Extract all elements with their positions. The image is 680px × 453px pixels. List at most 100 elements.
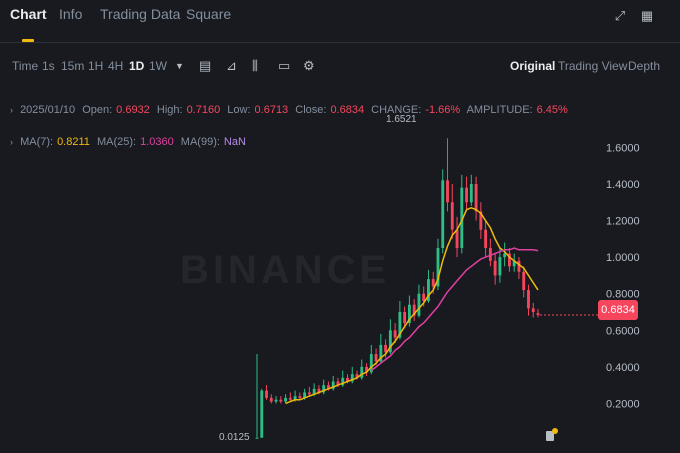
amplitude-label: AMPLITUDE:	[466, 104, 533, 116]
indicator-icon[interactable]: ⊿	[226, 58, 237, 73]
ma-chevron-icon[interactable]: ›	[10, 137, 13, 147]
view-trading-view[interactable]: Trading View	[558, 59, 628, 73]
candle-down[interactable]	[298, 396, 302, 398]
candle-down[interactable]	[317, 388, 321, 393]
candle-down[interactable]	[265, 390, 268, 398]
interval-1w[interactable]: 1W	[149, 59, 167, 73]
candle-down[interactable]	[450, 202, 454, 230]
candle-up[interactable]	[436, 248, 440, 287]
candle-up[interactable]	[293, 396, 297, 400]
candle-down[interactable]	[484, 229, 488, 248]
top-tabs: Chart Info Trading Data Square ⤢ ▦	[0, 0, 680, 43]
candle-down[interactable]	[374, 354, 378, 362]
calendar-icon[interactable]: ▤	[199, 58, 212, 73]
candle-up[interactable]	[255, 437, 259, 439]
ma25-line	[370, 247, 539, 372]
candle-up[interactable]	[360, 366, 364, 378]
active-tab-indicator	[22, 39, 34, 42]
candle-down[interactable]	[327, 385, 330, 389]
high-value: 0.7160	[186, 104, 221, 116]
collapse-chevron-icon[interactable]: ›	[10, 105, 13, 115]
candle-up[interactable]	[312, 388, 316, 395]
candle-down[interactable]	[479, 211, 483, 230]
open-label: Open:	[82, 104, 113, 116]
tab-info[interactable]: Info	[59, 6, 83, 22]
candle-down[interactable]	[536, 313, 540, 316]
candle-up[interactable]	[260, 390, 264, 438]
candle-down[interactable]	[365, 366, 368, 373]
high-annotation: 1.6521	[386, 114, 417, 125]
candle-up[interactable]	[512, 260, 516, 267]
candle-down[interactable]	[517, 260, 521, 272]
candle-down[interactable]	[279, 399, 283, 402]
view-depth[interactable]: Depth	[628, 59, 661, 73]
open-value: 0.6932	[116, 104, 150, 116]
ma7-line	[285, 206, 539, 405]
interval-4h[interactable]: 4H	[108, 59, 124, 73]
candle-up[interactable]	[427, 279, 430, 302]
interval-1s[interactable]: 1s	[42, 59, 55, 73]
candle-up[interactable]	[331, 381, 335, 389]
candle-up[interactable]	[379, 344, 383, 362]
candle-down[interactable]	[288, 397, 292, 400]
candle-up[interactable]	[441, 180, 445, 248]
candle-down[interactable]	[527, 290, 530, 309]
layout-icon[interactable]: ▭	[278, 58, 291, 73]
candle-down[interactable]	[507, 253, 511, 267]
candle-down[interactable]	[307, 392, 311, 395]
tab-chart[interactable]: Chart	[10, 6, 47, 22]
candle-down[interactable]	[403, 312, 407, 323]
candle-up[interactable]	[303, 392, 307, 398]
candle-up[interactable]	[284, 397, 288, 402]
candle-down[interactable]	[393, 330, 397, 338]
settings-icon[interactable]: ⚙	[303, 58, 315, 73]
candle-down[interactable]	[412, 304, 416, 316]
change-value: -1.66%	[425, 104, 461, 116]
candle-down[interactable]	[269, 397, 273, 402]
candle-up[interactable]	[503, 253, 507, 258]
candle-down[interactable]	[346, 377, 349, 382]
candle-up[interactable]	[274, 399, 278, 402]
interval-15m[interactable]: 15m	[61, 59, 85, 73]
expand-icon[interactable]: ⤢	[614, 8, 626, 23]
candle-down[interactable]	[488, 248, 492, 261]
candle-date: 2025/01/10	[20, 104, 76, 116]
grid-icon[interactable]: ▦	[640, 8, 654, 23]
candle-down[interactable]	[522, 271, 526, 291]
candle-up[interactable]	[417, 293, 421, 316]
candle-up[interactable]	[469, 184, 473, 203]
candle-down[interactable]	[493, 260, 497, 276]
chevron-down-icon[interactable]: ▼	[175, 61, 184, 71]
candle-up[interactable]	[322, 385, 326, 393]
candle-down[interactable]	[431, 279, 435, 287]
ma99-value: NaN	[223, 136, 246, 148]
candle-up[interactable]	[398, 312, 402, 338]
view-original[interactable]: Original	[510, 59, 556, 73]
candle-up[interactable]	[498, 257, 502, 276]
candle-down[interactable]	[336, 381, 340, 386]
candle-down[interactable]	[446, 180, 449, 203]
candle-type-icon[interactable]: ⫼	[252, 58, 258, 73]
coin-marker-icon[interactable]	[546, 428, 558, 442]
candle-down[interactable]	[422, 293, 426, 302]
candle-down[interactable]	[531, 308, 535, 312]
candle-down[interactable]	[384, 344, 388, 353]
candle-up[interactable]	[388, 330, 392, 353]
interval-time[interactable]: Time	[12, 59, 39, 73]
tab-square[interactable]: Square	[186, 6, 232, 22]
candle-down[interactable]	[455, 229, 459, 248]
interval-1h[interactable]: 1H	[88, 59, 104, 73]
candle-up[interactable]	[460, 187, 464, 248]
candle-down[interactable]	[355, 374, 359, 378]
interval-1d[interactable]: 1D	[129, 59, 145, 73]
candle-up[interactable]	[341, 377, 345, 386]
candle-down[interactable]	[465, 187, 468, 203]
candle-up[interactable]	[407, 304, 411, 323]
y-tick-label: 0.6000	[606, 325, 640, 337]
tab-trading-data[interactable]: Trading Data	[100, 6, 181, 22]
ma99-label: MA(99):	[180, 136, 220, 148]
candle-down[interactable]	[474, 184, 478, 212]
candle-up[interactable]	[350, 374, 354, 382]
candle-up[interactable]	[369, 354, 373, 373]
